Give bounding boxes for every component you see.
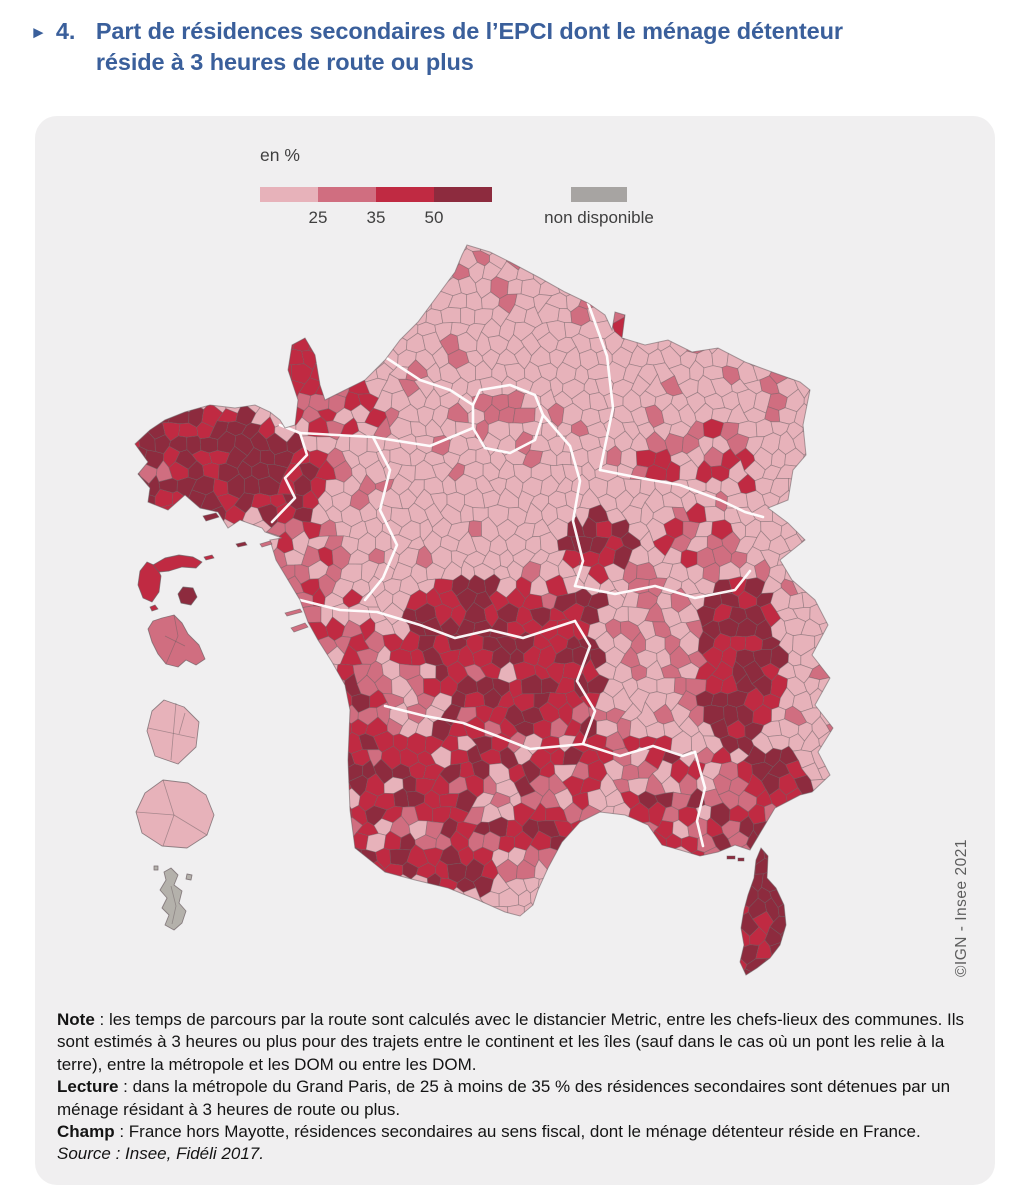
corsica-coastline xyxy=(739,847,787,976)
coastal-islands xyxy=(202,512,745,862)
legend-unit-label: en % xyxy=(260,145,300,165)
figure-number: 4. xyxy=(55,18,76,44)
lecture-paragraph: Lecture : dans la métropole du Grand Par… xyxy=(57,1077,951,1119)
legend-tick-35: 35 xyxy=(366,208,386,227)
figure-notes: Note : les temps de parcours par la rout… xyxy=(57,1009,973,1166)
figure-title: Part de résidences secondaires de l’EPCI… xyxy=(96,16,843,78)
source-line: Source : Insee, Fidéli 2017. xyxy=(57,1144,264,1164)
legend-swatch-2 xyxy=(318,187,376,202)
overseas-territories xyxy=(135,554,215,931)
legend-swatch-3 xyxy=(376,187,434,202)
epci-mesh-corsica xyxy=(740,848,786,975)
figure-title-line2: réside à 3 heures de route ou plus xyxy=(95,49,474,75)
map-copyright: ©IGN - Insee 2021 xyxy=(953,839,970,977)
legend-swatch-4 xyxy=(434,187,492,202)
legend-ticks: 25 35 50 xyxy=(260,208,492,228)
figure-card: ©IGN - Insee 2021 en % 25 35 50 non disp… xyxy=(35,116,995,1185)
legend-swatch-1 xyxy=(260,187,318,202)
legend-tick-50: 50 xyxy=(424,208,444,227)
champ-paragraph: Champ : France hors Mayotte, résidences … xyxy=(57,1122,921,1142)
legend-tick-25: 25 xyxy=(308,208,328,227)
figure-title-row: ► 4. Part de résidences secondaires de l… xyxy=(30,16,843,78)
legend-color-scale xyxy=(260,187,492,202)
mainland-coastline xyxy=(134,244,834,917)
epci-mesh-mainland xyxy=(135,245,833,916)
legend-na-swatch xyxy=(571,187,627,202)
arrow-marker-icon: ► xyxy=(30,23,47,42)
legend-na-label: non disponible xyxy=(544,208,654,227)
france-choropleth-map: ©IGN - Insee 2021 xyxy=(134,244,970,977)
figure-title-line1: Part de résidences secondaires de l’EPCI… xyxy=(95,18,843,44)
note-paragraph: Note : les temps de parcours par la rout… xyxy=(57,1010,965,1074)
